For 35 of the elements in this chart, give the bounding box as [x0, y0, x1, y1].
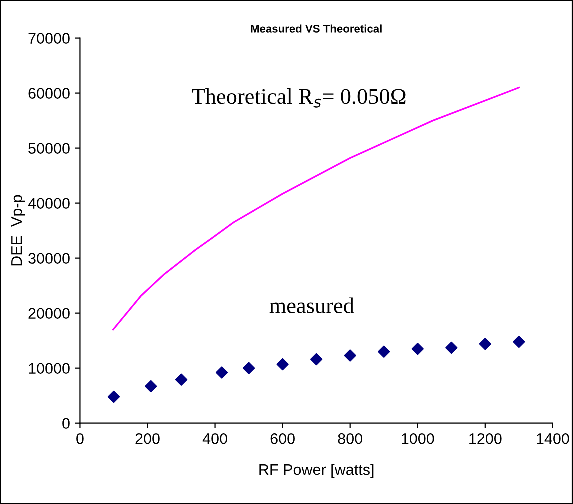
point [145, 380, 158, 393]
y-tick-label: 60000 [28, 88, 70, 99]
point [344, 350, 356, 362]
point [378, 346, 390, 358]
x-tick-label: 400 [202, 433, 228, 444]
chart-title: Measured VS Theoretical [251, 24, 382, 33]
point [513, 336, 526, 348]
point [479, 338, 492, 350]
y-tick-label: 40000 [28, 198, 70, 210]
point [242, 362, 256, 374]
point [175, 374, 188, 386]
point [412, 343, 424, 356]
point [108, 390, 120, 404]
line-series [112, 86, 520, 331]
y-tick-label: 70000 [28, 33, 70, 44]
point [276, 358, 289, 371]
annotation: measured [270, 298, 354, 314]
y-tick-label: 10000 [29, 363, 70, 374]
point [310, 353, 323, 366]
y-tick-label: 30000 [28, 253, 70, 264]
x-tick-label: 800 [338, 433, 362, 444]
y-tick-label: 50000 [28, 143, 70, 154]
point [446, 342, 458, 354]
y-axis-title: DEE Vp-p [12, 195, 26, 266]
x-tick-label: 0 [76, 433, 84, 444]
x-tick-label: 1000 [402, 433, 434, 444]
x-tick-label: 200 [136, 433, 160, 444]
annotation: Theoretical R$_{s}$= 0.050Ω [192, 88, 406, 108]
x-tick-label: 1400 [537, 433, 570, 444]
y-tick-label: 0 [62, 418, 70, 430]
x-tick-label: 600 [270, 433, 295, 444]
point [216, 366, 228, 379]
x-axis-title: RF Power [watts] [260, 464, 374, 478]
y-tick-label: 20000 [28, 308, 70, 320]
x-tick-label: 1200 [470, 433, 502, 444]
